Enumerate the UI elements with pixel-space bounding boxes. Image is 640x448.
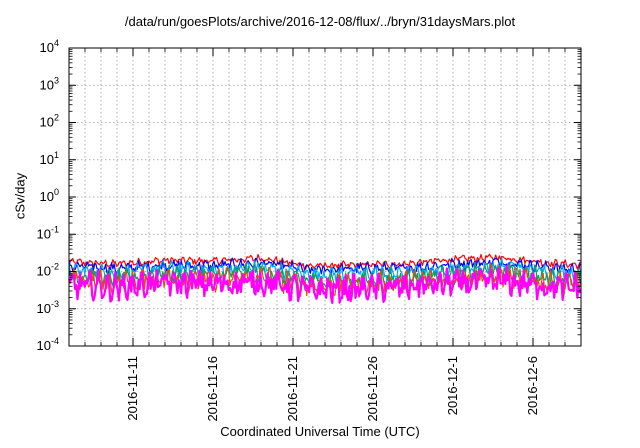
y-tick-label: 10-2 [37, 262, 59, 279]
y-tick-label: 10-3 [37, 299, 59, 316]
chart-title: /data/run/goesPlots/archive/2016-12-08/f… [124, 14, 516, 29]
y-tick-label: 103 [40, 75, 59, 92]
y-tick-label: 101 [40, 150, 59, 167]
data-layer [68, 253, 582, 304]
series-line-6 [68, 265, 582, 304]
x-axis-label: Coordinated Universal Time (UTC) [220, 424, 420, 439]
x-tick-label: 2016-12-1 [445, 356, 460, 415]
tick-layer: 10-4 10-3 10-2 10-1 100 101 102 103 104 2016-11-1… [37, 38, 581, 422]
x-tick-label: 2016-11-26 [365, 356, 380, 422]
series-line-3 [68, 257, 582, 284]
y-tick-label: 10-4 [37, 336, 59, 353]
grid-layer [69, 48, 581, 346]
x-tick-label: 2016-11-16 [205, 356, 220, 422]
y-tick-label: 104 [40, 38, 59, 55]
series-line-5 [68, 263, 582, 298]
x-tick-label: 2016-11-11 [125, 356, 140, 421]
x-tick-label: 2016-12-6 [525, 356, 540, 415]
series-line-1 [68, 253, 582, 270]
y-tick-label: 10-1 [37, 224, 59, 241]
y-tick-label: 100 [40, 187, 59, 204]
x-tick-label: 2016-11-21 [285, 356, 300, 422]
y-tick-label: 102 [40, 113, 59, 130]
